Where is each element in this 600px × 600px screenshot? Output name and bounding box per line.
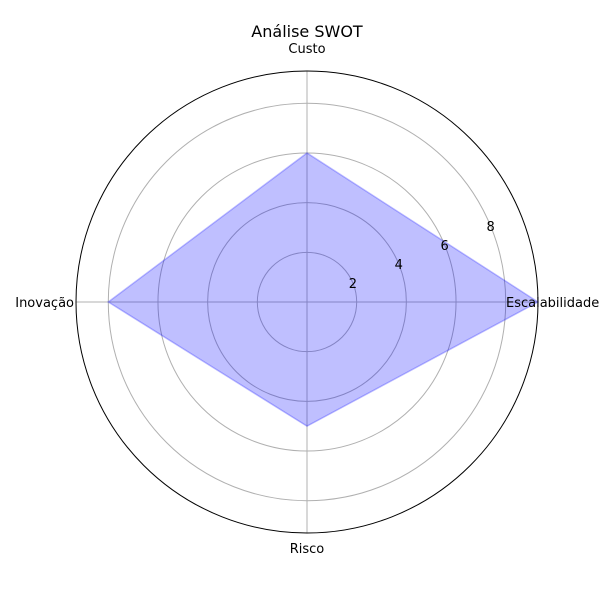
label-layer: Escalabilidade Custo Inovação Risco 2 4 6 8 bbox=[15, 42, 599, 557]
radial-tick-label: 4 bbox=[395, 258, 403, 273]
category-label: Risco bbox=[290, 542, 325, 557]
category-label: Escalabilidade bbox=[506, 296, 599, 311]
category-label: Inovação bbox=[15, 296, 74, 311]
grid-layer bbox=[75, 70, 539, 534]
radial-tick-label: 8 bbox=[486, 220, 494, 235]
series-area bbox=[106, 152, 540, 428]
chart-title: Análise SWOT bbox=[251, 22, 363, 41]
data-layer bbox=[106, 152, 540, 428]
radial-tick-label: 2 bbox=[349, 277, 357, 292]
outer-ring bbox=[75, 70, 539, 534]
radial-tick-label: 6 bbox=[441, 239, 449, 254]
category-label: Custo bbox=[288, 42, 325, 57]
